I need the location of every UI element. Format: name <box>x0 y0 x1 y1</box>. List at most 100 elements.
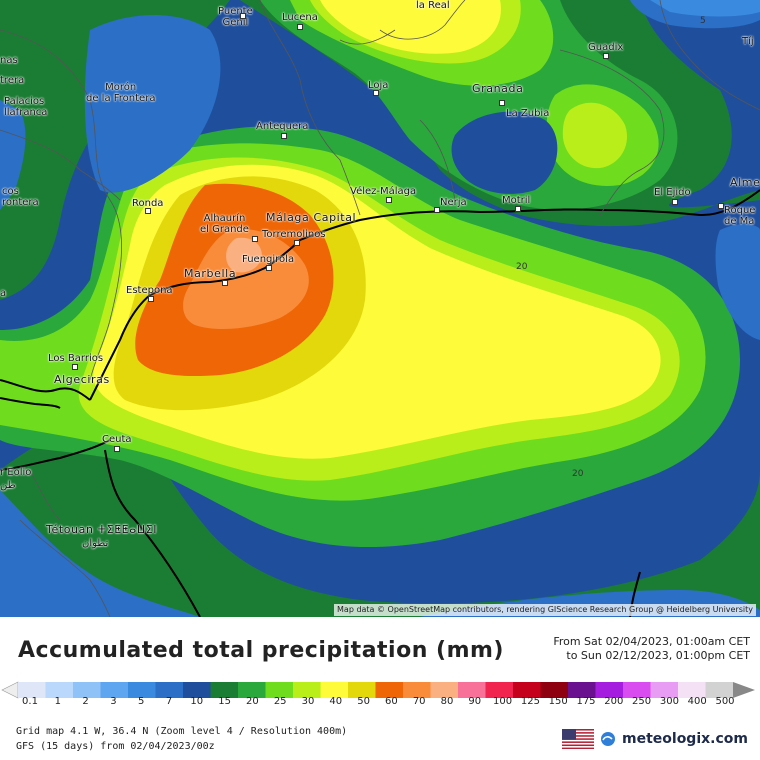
band-40 <box>320 0 501 54</box>
legend-tick-label: 30 <box>301 696 315 707</box>
legend-tick-label: 5 <box>138 696 145 707</box>
region-borders <box>0 0 760 617</box>
city-marker <box>114 446 120 452</box>
legend-tick-label: 200 <box>604 696 624 707</box>
place-label: Fuengirola <box>242 254 295 265</box>
place-label: Marbella <box>184 267 237 280</box>
legend-tick-label: 10 <box>190 696 204 707</box>
legend-swatch <box>45 682 74 698</box>
legend-swatch <box>155 682 184 698</box>
legend-swatch <box>100 682 129 698</box>
place-label: Alme <box>730 176 760 189</box>
city-marker <box>515 206 521 212</box>
legend-tick-label: 0.1 <box>22 696 38 707</box>
place-label: Palacios llafranca <box>4 96 48 118</box>
place-label: Guadix <box>588 42 624 53</box>
legend-swatch <box>485 682 514 698</box>
city-marker <box>252 236 258 242</box>
legend-swatch <box>348 682 376 698</box>
band-30 <box>562 102 628 169</box>
legend-swatch <box>403 682 431 698</box>
period-to: to Sun 02/12/2023, 01:00pm CET <box>566 649 750 662</box>
band-7 <box>0 490 200 617</box>
place-label: تطوان <box>82 538 109 549</box>
legend-tick-label: 50 <box>357 696 370 707</box>
band-7 <box>0 100 26 210</box>
place-label: La Zubia <box>506 108 550 119</box>
grid-info-line: Grid map 4.1 W, 36.4 N (Zoom level 4 / R… <box>16 726 348 737</box>
legend-tick-label: 90 <box>468 696 482 707</box>
band-70 <box>183 229 309 330</box>
band-10 <box>451 111 558 194</box>
legend-tick-label: 2 <box>82 696 89 707</box>
band-5 <box>650 0 760 17</box>
city-marker <box>434 207 440 213</box>
legend-tick-label: 1 <box>54 696 61 707</box>
place-label: Tíj <box>742 36 754 47</box>
legend-tick-label: 300 <box>659 696 679 707</box>
legend-swatch <box>458 682 486 698</box>
contour-label: 20 <box>516 262 528 272</box>
city-marker <box>145 208 151 214</box>
city-marker <box>266 265 272 271</box>
band-7 <box>715 224 760 340</box>
place-label: Antequera <box>256 121 309 132</box>
legend-swatch <box>238 682 266 698</box>
band-80 <box>226 237 262 273</box>
legend-swatch <box>568 682 596 698</box>
city-marker <box>240 13 246 19</box>
map-attribution: Map data © OpenStreetMap contributors, r… <box>334 604 756 616</box>
place-label: Morón de la Frontera <box>86 82 156 104</box>
place-label: طن <box>0 480 16 491</box>
legend-swatch <box>293 682 321 698</box>
legend-tick-label: 70 <box>412 696 426 707</box>
period-from: From Sat 02/04/2023, 01:00am CET <box>553 635 750 648</box>
contour-label: 20 <box>572 469 584 479</box>
legend-arrow-left <box>1 681 19 699</box>
place-label: Nerja <box>440 197 467 208</box>
legend-tick-label: 7 <box>165 696 173 707</box>
legend-swatch <box>128 682 156 698</box>
legend-tick-label: 250 <box>632 696 652 707</box>
brand-logo-text[interactable]: meteologix.com <box>622 731 748 747</box>
place-label: Tétouan ⵜⵉⵟⵟⴰⵡⵉⵏ <box>46 523 158 536</box>
city-marker <box>373 90 379 96</box>
legend-tick-label: 25 <box>273 696 287 707</box>
legend-tick-label: 500 <box>715 696 735 707</box>
legend-tick-label: 20 <box>246 696 259 707</box>
place-label: r Eolio <box>0 467 32 478</box>
legend-swatch <box>18 682 46 698</box>
place-label: Los Barrios <box>48 353 104 364</box>
place-label: Ronda <box>132 198 164 209</box>
city-marker <box>499 100 505 106</box>
city-marker <box>72 364 78 370</box>
place-label: Motril <box>502 195 531 206</box>
city-marker <box>148 296 154 302</box>
grid-info: Grid map 4.1 W, 36.4 N (Zoom level 4 / R… <box>16 724 347 754</box>
legend-swatch <box>650 682 679 698</box>
place-label: Granada <box>472 82 524 95</box>
city-marker <box>718 203 724 209</box>
city-marker <box>222 280 228 286</box>
legend-swatch <box>513 682 541 698</box>
place-label: Lucena <box>282 12 318 23</box>
brand[interactable]: meteologix.com <box>562 729 748 749</box>
contour-label: 5 <box>700 16 706 26</box>
place-label: cos rontera <box>2 186 39 208</box>
legend-tick-label: 60 <box>385 696 398 707</box>
legend-tick-label: 3 <box>110 696 117 707</box>
place-label: la Real <box>416 0 450 11</box>
legend-tick-label: 400 <box>687 696 707 707</box>
us-flag-icon[interactable] <box>562 729 594 749</box>
city-marker <box>294 240 300 246</box>
city-marker <box>386 197 392 203</box>
legend-tick-label: 40 <box>329 696 343 707</box>
legend-swatch <box>183 682 211 698</box>
place-label: Roque de Ma <box>724 205 756 227</box>
legend-swatch <box>705 682 734 698</box>
legend-swatch <box>623 682 651 698</box>
place-label: Puente Genil <box>218 6 253 28</box>
meteologix-logo-icon <box>601 732 615 746</box>
legend-swatch <box>375 682 404 698</box>
place-label: Estepona <box>126 285 173 296</box>
